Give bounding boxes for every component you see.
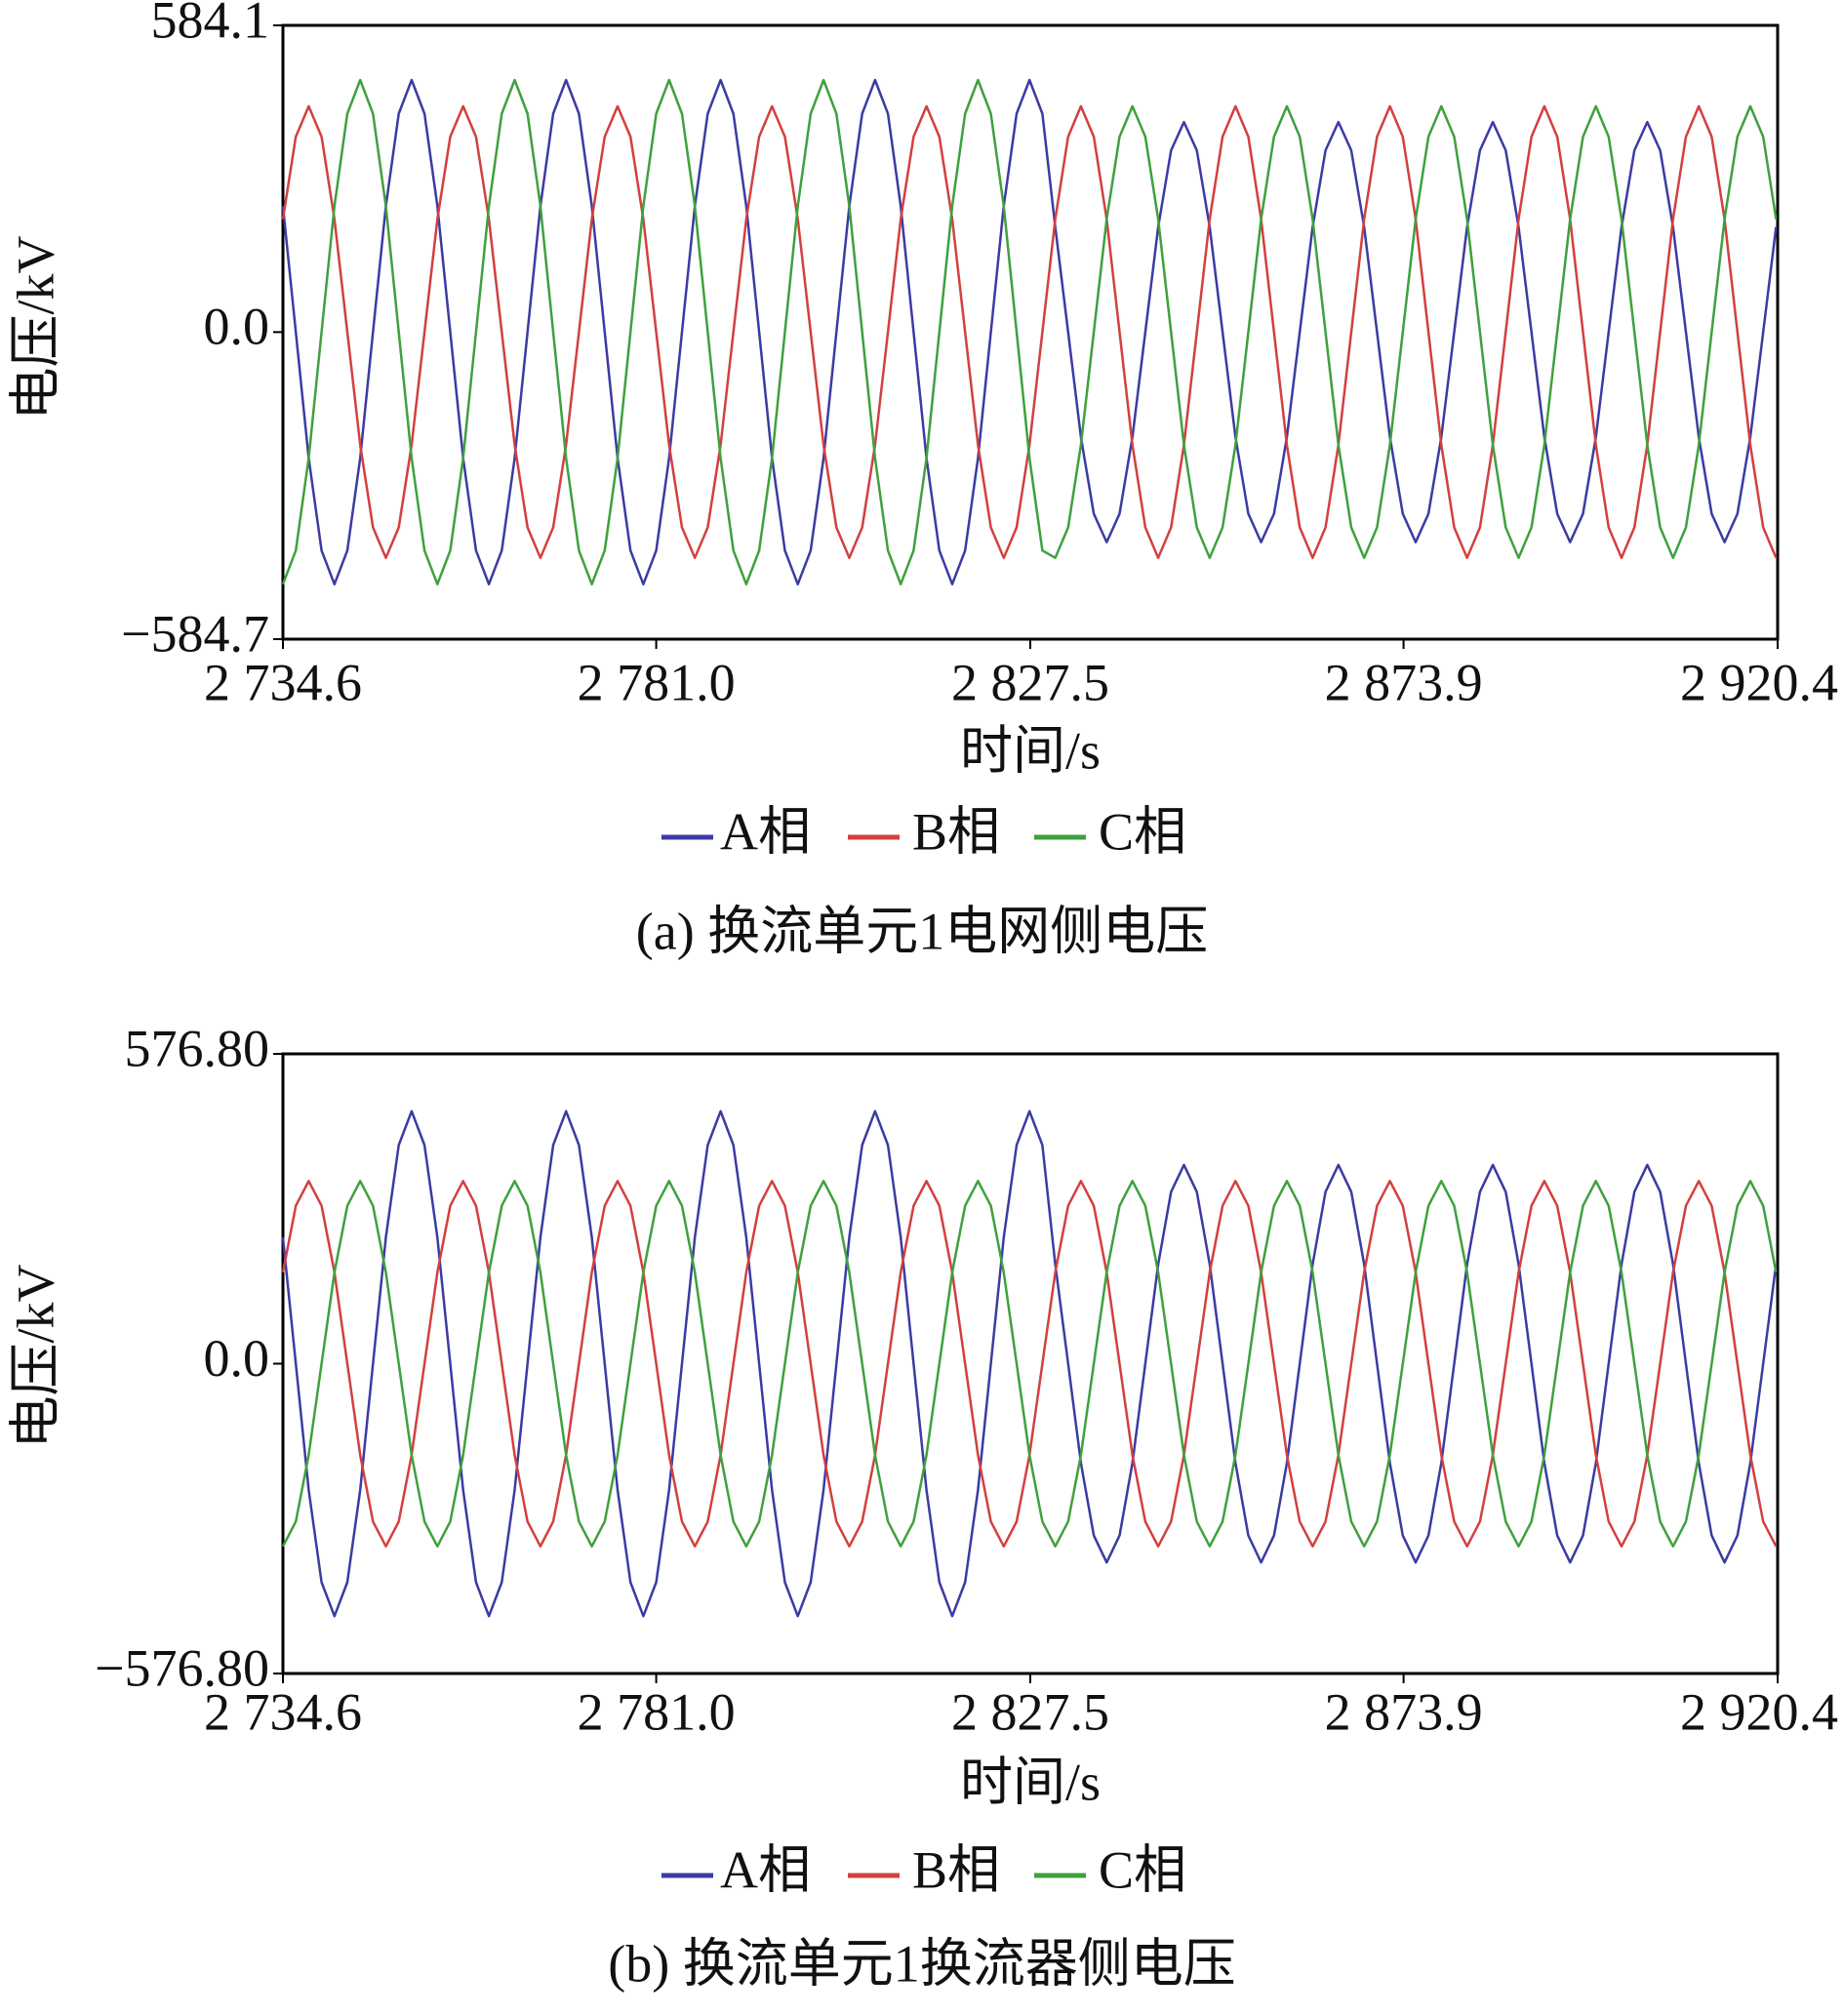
series-line (281, 1180, 1778, 1548)
y-tick-label: 576.80 (125, 1019, 270, 1077)
x-tick-label: 2 781.0 (578, 1682, 736, 1741)
x-tick-label: 2 873.9 (1325, 1682, 1483, 1741)
y-axis-title: 电压/kV (6, 235, 64, 420)
legend-label: C相 (1099, 802, 1186, 861)
plot-area (281, 1052, 1780, 1675)
x-axis-title: 时间/s (960, 721, 1101, 780)
series-line (281, 1109, 1778, 1618)
caption: (b) 换流单元1换流器侧电压 (608, 1934, 1235, 1993)
plot-area (281, 23, 1780, 641)
caption: (a) 换流单元1电网侧电压 (636, 902, 1208, 960)
x-tick-label: 2 920.4 (1680, 653, 1838, 711)
y-tick-label: 0.0 (204, 298, 270, 356)
y-axis-title: 电压/kV (6, 1264, 64, 1448)
x-tick-label: 2 920.4 (1680, 1682, 1838, 1741)
x-tick-label: 2 873.9 (1325, 653, 1483, 711)
series-line (281, 104, 1778, 559)
x-tick-label: 2 781.0 (578, 653, 736, 711)
series-line (281, 78, 1778, 585)
x-tick-label: 2 734.6 (204, 653, 362, 711)
legend-label: A相 (720, 1840, 811, 1899)
legend-label: B相 (912, 1840, 1000, 1899)
x-tick-label: 2 827.5 (951, 653, 1109, 711)
y-tick-label: 584.1 (151, 0, 270, 49)
x-tick-label: 2 734.6 (204, 1682, 362, 1741)
x-tick-label: 2 827.5 (951, 1682, 1109, 1741)
legend-label: B相 (912, 802, 1000, 861)
legend-label: A相 (720, 802, 811, 861)
y-tick-label: 0.0 (204, 1329, 270, 1388)
series-line (281, 78, 1778, 585)
legend-label: C相 (1099, 1840, 1186, 1899)
y-tick-label: −584.7 (121, 604, 269, 663)
x-axis-title: 时间/s (960, 1753, 1101, 1811)
y-tick-label: −576.80 (95, 1638, 269, 1697)
